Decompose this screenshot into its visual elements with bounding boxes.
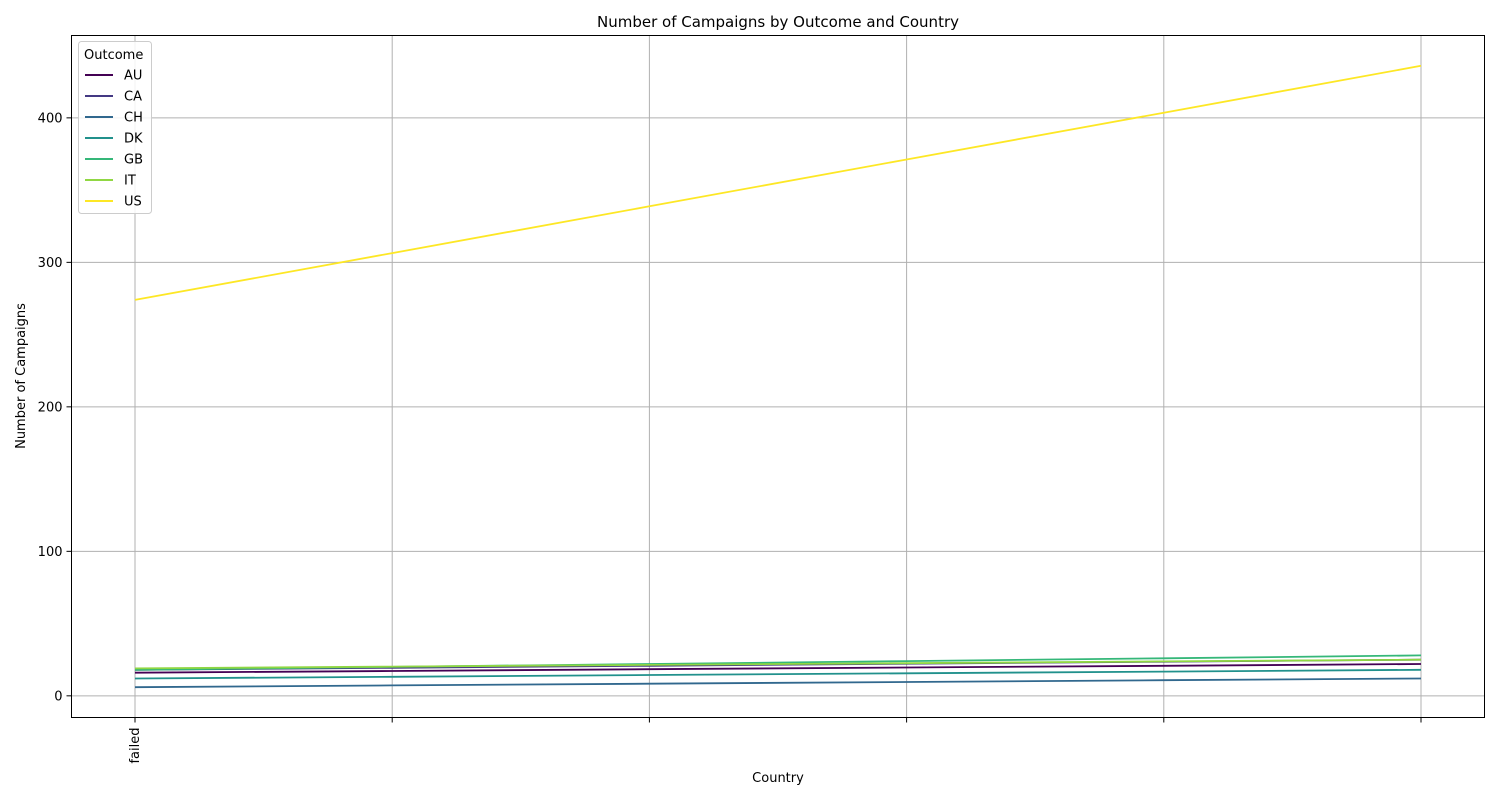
y-tick-label: 400 [38, 111, 63, 126]
y-tick-label: 100 [38, 545, 63, 560]
plot-area-frame [71, 35, 1485, 718]
x-axis-ticks: failed [128, 717, 1422, 764]
series-line-it [134, 658, 1422, 670]
y-axis-label: Number of Campaigns [14, 303, 29, 449]
grid-lines [71, 35, 1485, 718]
legend-label-us: US [124, 195, 142, 210]
x-axis-label: Country [752, 771, 804, 786]
legend-box [78, 41, 152, 214]
series-line-us [134, 64, 1422, 301]
series-line-ch [134, 677, 1422, 689]
legend-label-gb: GB [124, 153, 143, 168]
series-line-dk [134, 668, 1422, 680]
legend-label-au: AU [124, 69, 142, 84]
legend-title: Outcome [84, 48, 143, 63]
y-axis-ticks: 0 100 200 300 400 [38, 111, 72, 704]
legend-label-ch: CH [124, 111, 143, 126]
series-lines [134, 64, 1422, 689]
y-tick-label: 200 [38, 400, 63, 415]
legend-label-dk: DK [124, 132, 143, 147]
chart-title: Number of Campaigns by Outcome and Count… [597, 13, 959, 31]
y-tick-label: 0 [54, 689, 62, 704]
y-tick-label: 300 [38, 256, 63, 271]
legend-label-it: IT [124, 174, 136, 189]
x-tick-label: failed [128, 728, 143, 764]
legend: Outcome AU CA CH DK GB IT US [78, 41, 152, 214]
legend-label-ca: CA [124, 90, 142, 105]
series-line-au [134, 663, 1422, 674]
